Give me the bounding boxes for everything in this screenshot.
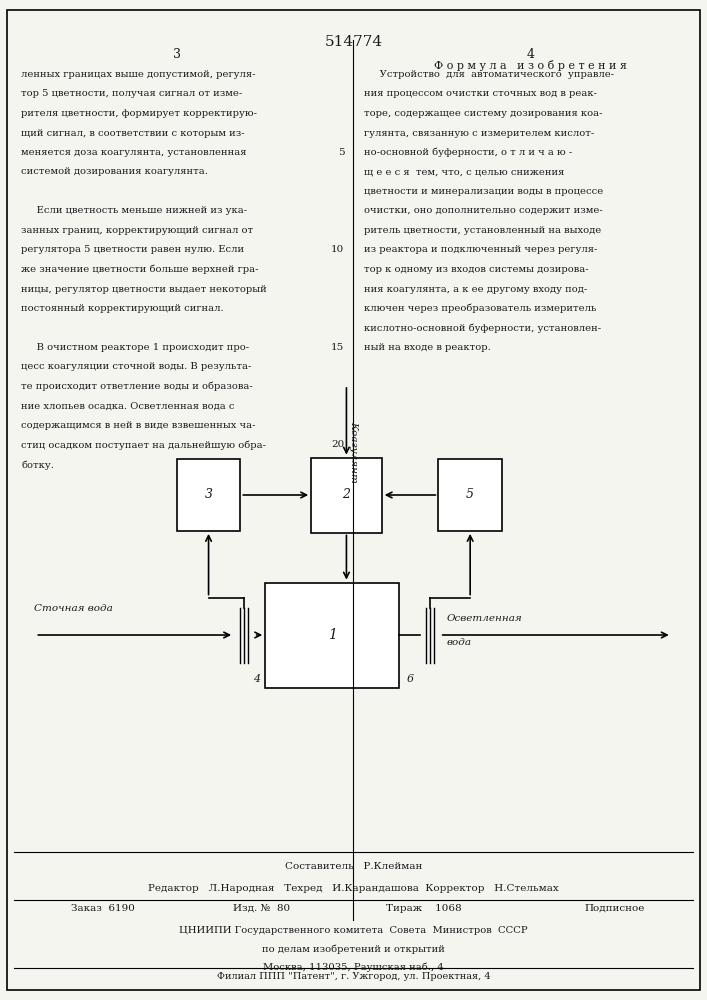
Text: постоянный корректирующий сигнал.: постоянный корректирующий сигнал. [21,304,224,313]
Text: 2: 2 [342,488,351,502]
Text: 10: 10 [331,245,344,254]
Bar [311,458,382,532]
Text: Устройство  для  автоматического  управле-: Устройство для автоматического управле- [364,70,614,79]
Text: но-основной буферности, о т л и ч а ю -: но-основной буферности, о т л и ч а ю - [364,148,573,157]
Text: тор 5 цветности, получая сигнал от изме-: тор 5 цветности, получая сигнал от изме- [21,89,243,98]
Text: 5: 5 [338,148,344,157]
Text: очистки, оно дополнительно содержит изме-: очистки, оно дополнительно содержит изме… [364,206,603,215]
Text: Если цветность меньше нижней из ука-: Если цветность меньше нижней из ука- [21,206,247,215]
Text: кислотно-основной буферности, установлен-: кислотно-основной буферности, установлен… [364,323,601,333]
Text: цветности и минерализации воды в процессе: цветности и минерализации воды в процесс… [364,187,603,196]
Text: 20: 20 [331,440,344,449]
Text: тор к одному из входов системы дозирова-: тор к одному из входов системы дозирова- [364,265,589,274]
Bar [438,459,502,531]
Text: Сточная вода: Сточная вода [34,604,112,613]
Text: 5: 5 [466,488,474,502]
Text: Изд. №  80: Изд. № 80 [233,904,290,913]
Text: ный на входе в реактор.: ный на входе в реактор. [364,343,491,352]
Text: 3: 3 [204,488,213,502]
Text: ботку.: ботку. [21,460,54,470]
Text: регулятора 5 цветности равен нулю. Если: регулятора 5 цветности равен нулю. Если [21,245,245,254]
Text: В очистном реакторе 1 происходит про-: В очистном реакторе 1 происходит про- [21,343,250,352]
Text: ЦНИИПИ Государственного комитета  Совета  Министров  СССР: ЦНИИПИ Государственного комитета Совета … [179,926,528,935]
Text: ние хлопьев осадка. Осветленная вода с: ние хлопьев осадка. Осветленная вода с [21,401,235,410]
Bar [265,582,399,688]
Text: Филиал ППП "Патент", г. Ужгород, ул. Проектная, 4: Филиал ППП "Патент", г. Ужгород, ул. Про… [216,972,491,981]
Text: 1: 1 [328,628,337,642]
Text: ницы, регулятор цветности выдает некоторый: ницы, регулятор цветности выдает некотор… [21,284,267,294]
Text: те происходит ответление воды и образова-: те происходит ответление воды и образова… [21,382,253,391]
Text: 6: 6 [407,675,414,685]
Text: ритель цветности, установленный на выходе: ритель цветности, установленный на выход… [364,226,602,235]
Text: вода: вода [446,638,471,647]
Text: цесс коагуляции сточной воды. В результа-: цесс коагуляции сточной воды. В результа… [21,362,252,371]
Text: Тираж    1068: Тираж 1068 [387,904,462,913]
Text: торе, содержащее систему дозирования коа-: торе, содержащее систему дозирования коа… [364,109,602,118]
Text: же значение цветности больше верхней гра-: же значение цветности больше верхней гра… [21,265,259,274]
Text: рителя цветности, формирует корректирую-: рителя цветности, формирует корректирую- [21,109,257,118]
Text: 3: 3 [173,48,181,61]
Text: 4: 4 [253,675,260,685]
Text: ния коагулянта, а к ее другому входу под-: ния коагулянта, а к ее другому входу под… [364,284,588,294]
Text: содержащимся в ней в виде взвешенных ча-: содержащимся в ней в виде взвешенных ча- [21,421,256,430]
Text: стиц осадком поступает на дальнейшую обра-: стиц осадком поступает на дальнейшую обр… [21,440,267,450]
Text: из реактора и подключенный через регуля-: из реактора и подключенный через регуля- [364,245,597,254]
Text: Москва, 113035, Раушская наб., 4: Москва, 113035, Раушская наб., 4 [263,962,444,972]
Text: ния процессом очистки сточных вод в реак-: ния процессом очистки сточных вод в реак… [364,89,597,98]
Text: Коагулянт: Коагулянт [349,421,358,483]
Text: по делам изобретений и открытий: по делам изобретений и открытий [262,944,445,954]
Text: ключен через преобразователь измеритель: ключен через преобразователь измеритель [364,304,597,313]
Text: занных границ, корректирующий сигнал от: занных границ, корректирующий сигнал от [21,226,253,235]
Text: Редактор   Л.Народная   Техред   И.Карандашова  Корректор   Н.Стельмах: Редактор Л.Народная Техред И.Карандашова… [148,884,559,893]
Text: 514774: 514774 [325,35,382,49]
Text: меняется доза коагулянта, установленная: меняется доза коагулянта, установленная [21,148,247,157]
Text: гулянта, связанную с измерителем кислот-: гулянта, связанную с измерителем кислот- [364,128,595,137]
Text: Осветленная: Осветленная [446,614,522,623]
Text: Подписное: Подписное [585,904,645,913]
Text: щ е е с я  тем, что, с целью снижения: щ е е с я тем, что, с целью снижения [364,167,564,176]
Text: системой дозирования коагулянта.: системой дозирования коагулянта. [21,167,208,176]
Bar [177,459,240,531]
Text: 15: 15 [331,343,344,352]
Text: ленных границах выше допустимой, регуля-: ленных границах выше допустимой, регуля- [21,70,256,79]
Text: 4: 4 [526,48,534,61]
Text: Заказ  6190: Заказ 6190 [71,904,134,913]
Text: Ф о р м у л а   и з о б р е т е н и я: Ф о р м у л а и з о б р е т е н и я [434,60,626,71]
Text: щий сигнал, в соответствии с которым из-: щий сигнал, в соответствии с которым из- [21,128,245,137]
Text: Составитель   Р.Клейман: Составитель Р.Клейман [285,862,422,871]
